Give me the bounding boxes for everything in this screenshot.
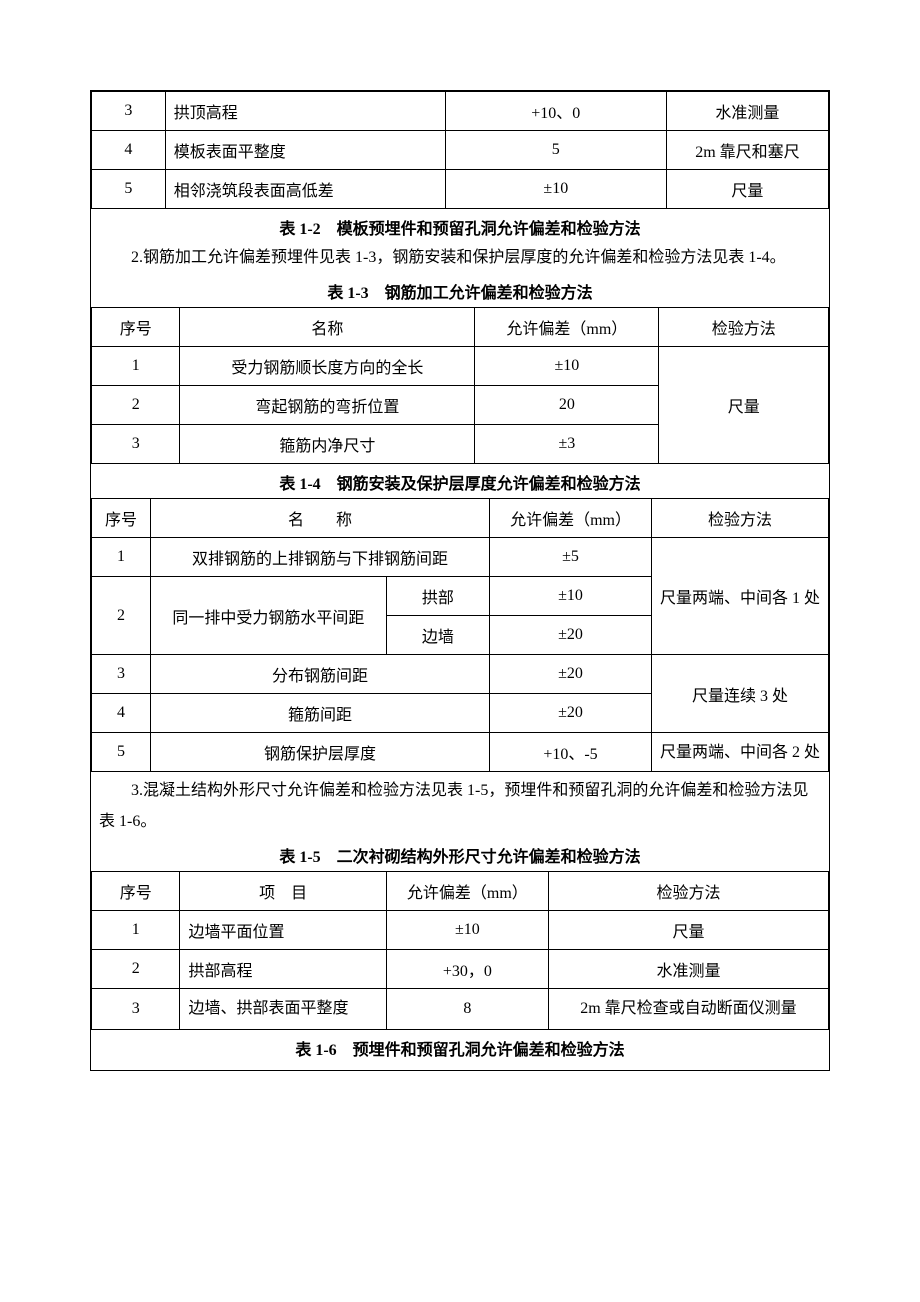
header-cell: 名 称 — [150, 499, 489, 538]
cell-method: 水准测量 — [666, 92, 828, 131]
header-cell: 检验方法 — [548, 872, 828, 911]
table-row: 2 拱部高程 +30，0 水准测量 — [92, 950, 829, 989]
header-cell: 名称 — [180, 308, 475, 347]
table-row: 4 模板表面平整度 5 2m 靠尺和塞尺 — [92, 131, 829, 170]
cell-tol: +10、0 — [445, 92, 666, 131]
table-1-4: 序号 名 称 允许偏差（mm） 检验方法 1 双排钢筋的上排钢筋与下排钢筋间距 … — [91, 498, 829, 772]
table-row: 5 钢筋保护层厚度 +10、-5 尺量两端、中间各 2 处 — [92, 733, 829, 772]
table-row: 1 双排钢筋的上排钢筋与下排钢筋间距 ±5 尺量两端、中间各 1 处 — [92, 538, 829, 577]
header-cell: 允许偏差（mm） — [475, 308, 659, 347]
table-row: 5 相邻浇筑段表面高低差 ±10 尺量 — [92, 170, 829, 209]
caption-1-5: 表 1-5 二次衬砌结构外形尺寸允许偏差和检验方法 — [91, 843, 829, 867]
table-top: 3 拱顶高程 +10、0 水准测量 4 模板表面平整度 5 2m 靠尺和塞尺 5… — [91, 91, 829, 209]
paragraph-3: 3.混凝土结构外形尺寸允许偏差和检验方法见表 1-5，预埋件和预留孔洞的允许偏差… — [99, 776, 821, 837]
header-cell: 项 目 — [180, 872, 386, 911]
header-cell: 序号 — [92, 872, 180, 911]
cell-name: 拱顶高程 — [165, 92, 445, 131]
paragraph-2: 2.钢筋加工允许偏差预埋件见表 1-3，钢筋安装和保护层厚度的允许偏差和检验方法… — [99, 243, 821, 273]
cell-n: 3 — [92, 92, 166, 131]
table-row: 1 边墙平面位置 ±10 尺量 — [92, 911, 829, 950]
cell-method-merged: 尺量 — [659, 347, 829, 464]
cell-method-merged: 尺量两端、中间各 1 处 — [652, 538, 829, 655]
table-row: 3 边墙、拱部表面平整度 8 2m 靠尺检查或自动断面仪测量 — [92, 989, 829, 1030]
table-header-row: 序号 名 称 允许偏差（mm） 检验方法 — [92, 499, 829, 538]
header-cell: 允许偏差（mm） — [489, 499, 651, 538]
table-row: 3 拱顶高程 +10、0 水准测量 — [92, 92, 829, 131]
table-header-row: 序号 名称 允许偏差（mm） 检验方法 — [92, 308, 829, 347]
header-cell: 序号 — [92, 499, 151, 538]
table-row: 3 分布钢筋间距 ±20 尺量连续 3 处 — [92, 655, 829, 694]
header-cell: 检验方法 — [652, 499, 829, 538]
table-row: 1 受力钢筋顺长度方向的全长 ±10 尺量 — [92, 347, 829, 386]
header-cell: 允许偏差（mm） — [386, 872, 548, 911]
header-cell: 检验方法 — [659, 308, 829, 347]
caption-1-4: 表 1-4 钢筋安装及保护层厚度允许偏差和检验方法 — [91, 470, 829, 494]
cell-method-merged: 尺量连续 3 处 — [652, 655, 829, 733]
table-1-3: 序号 名称 允许偏差（mm） 检验方法 1 受力钢筋顺长度方向的全长 ±10 尺… — [91, 307, 829, 464]
page-frame: 3 拱顶高程 +10、0 水准测量 4 模板表面平整度 5 2m 靠尺和塞尺 5… — [90, 90, 830, 1071]
caption-1-2: 表 1-2 模板预埋件和预留孔洞允许偏差和检验方法 — [91, 215, 829, 239]
table-header-row: 序号 项 目 允许偏差（mm） 检验方法 — [92, 872, 829, 911]
table-1-5: 序号 项 目 允许偏差（mm） 检验方法 1 边墙平面位置 ±10 尺量 2 拱… — [91, 871, 829, 1030]
caption-1-3: 表 1-3 钢筋加工允许偏差和检验方法 — [91, 279, 829, 303]
caption-1-6: 表 1-6 预埋件和预留孔洞允许偏差和检验方法 — [91, 1036, 829, 1060]
header-cell: 序号 — [92, 308, 180, 347]
